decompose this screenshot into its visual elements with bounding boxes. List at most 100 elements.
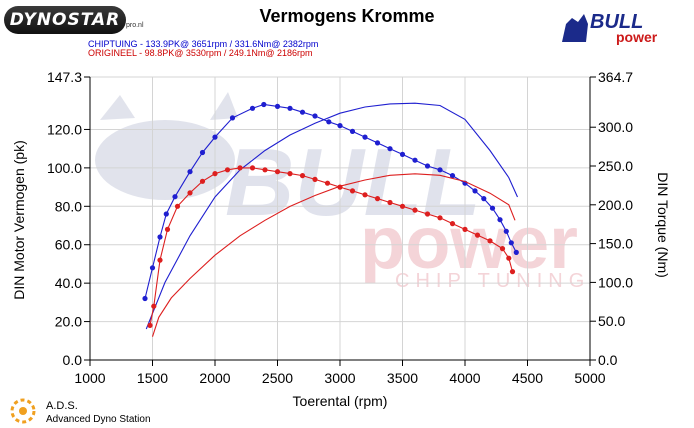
data-point-origineel-power <box>164 226 171 232</box>
x-tick-label: 5000 <box>574 370 605 386</box>
data-point-chiptuing-power <box>449 173 456 179</box>
data-point-origineel-power <box>212 171 218 177</box>
data-point-origineel-power <box>387 199 393 206</box>
data-point-origineel-power <box>349 188 356 194</box>
data-point-chiptuing-power <box>362 134 368 140</box>
y-left-tick-label: 100.0 <box>47 160 82 176</box>
chart-axes: 1000 1500 2000 2500 3000 3500 4000 4500 5000 0.0 2… <box>47 69 633 386</box>
footer-description: Advanced Dyno Station <box>46 414 151 425</box>
data-point-origineel-power <box>187 190 193 196</box>
y-left-tick-label: 0.0 <box>63 352 83 368</box>
data-point-origineel-power <box>499 246 506 252</box>
ads-logo-icon <box>10 398 36 424</box>
data-point-origineel-power <box>324 180 331 186</box>
y-left-tick-label: 80.0 <box>55 198 82 214</box>
chart-title: Vermogens Kromme <box>259 6 435 26</box>
data-point-origineel-power <box>237 165 243 171</box>
data-point-origineel-power <box>509 269 516 275</box>
data-point-origineel-power <box>424 211 431 217</box>
data-point-origineel-power <box>151 303 157 309</box>
data-point-origineel-power <box>249 165 256 171</box>
y-left-tick-label: 147.3 <box>47 69 82 85</box>
x-tick-label: 3500 <box>387 370 418 386</box>
dynostar-logo-domain: pro.nl <box>126 22 144 29</box>
data-point-chiptuing-power <box>199 149 206 156</box>
series-line-origineel-torque <box>151 173 516 337</box>
data-point-origineel-power <box>174 203 181 209</box>
data-point-chiptuing-power <box>142 295 148 302</box>
data-point-chiptuing-power <box>513 249 519 255</box>
data-point-chiptuing-power <box>229 115 236 121</box>
y-right-tick-label: 300.0 <box>598 119 633 135</box>
data-point-chiptuing-power <box>412 157 418 163</box>
data-point-chiptuing-power <box>481 196 487 202</box>
y-right-tick-label: 364.7 <box>598 69 633 85</box>
data-point-chiptuing-power <box>249 105 256 111</box>
data-point-chiptuing-power <box>497 217 503 223</box>
y-axis-right-label: DIN Torque (Nm) <box>655 172 671 278</box>
y-right-tick-label: 200.0 <box>598 197 633 213</box>
data-point-origineel-power <box>199 178 206 184</box>
chiptuning-summary: CHIPTUING - 133.9PK@ 3651rpm / 331.6Nm@ … <box>88 39 319 49</box>
data-point-chiptuing-power <box>299 109 306 115</box>
x-tick-label: 2000 <box>199 370 230 386</box>
data-point-origineel-power <box>224 167 231 173</box>
x-tick-label: 1500 <box>137 370 168 386</box>
data-point-chiptuing-power <box>326 119 332 125</box>
y-right-tick-label: 100.0 <box>598 274 633 290</box>
data-point-origineel-power <box>437 215 443 221</box>
x-tick-label: 4500 <box>512 370 543 386</box>
data-point-chiptuing-power <box>424 163 431 169</box>
data-point-chiptuing-power <box>349 128 356 134</box>
data-point-chiptuing-power <box>503 228 509 234</box>
dynostar-logo: DYNOSTAR <box>4 6 126 34</box>
data-point-origineel-power <box>287 171 293 177</box>
data-point-chiptuing-power <box>163 211 169 217</box>
data-point-chiptuing-power <box>274 103 281 109</box>
y-right-tick-label: 50.0 <box>598 313 625 329</box>
data-point-origineel-power <box>312 176 318 182</box>
x-axis-label: Toerental (rpm) <box>293 393 388 409</box>
data-point-origineel-power <box>147 322 153 328</box>
data-point-origineel-power <box>449 221 456 227</box>
y-right-tick-label: 150.0 <box>598 236 633 252</box>
series-line-chiptuing-power <box>144 103 517 299</box>
data-point-origineel-power <box>487 238 493 244</box>
data-point-chiptuing-power <box>172 194 178 200</box>
watermark-bull-icon <box>95 120 235 200</box>
x-tick-label: 3000 <box>324 370 355 386</box>
data-point-chiptuing-power <box>261 101 267 108</box>
data-point-chiptuing-power <box>187 169 193 175</box>
data-point-chiptuing-power <box>212 134 218 140</box>
bullpower-logo-text-bottom: power <box>616 29 658 45</box>
data-point-origineel-power <box>274 169 281 175</box>
y-left-tick-label: 40.0 <box>55 275 82 291</box>
y-left-tick-label: 20.0 <box>55 314 82 330</box>
bull-figure-icon <box>562 14 588 42</box>
data-point-origineel-power <box>506 255 512 261</box>
data-point-origineel-power <box>299 173 306 179</box>
data-point-origineel-power <box>362 192 368 198</box>
data-point-origineel-power <box>262 167 268 173</box>
x-tick-label: 2500 <box>262 370 293 386</box>
x-tick-label: 4000 <box>449 370 480 386</box>
origineel-summary: ORIGINEEL - 98.8PK@ 3530rpm / 249.1Nm@ 2… <box>88 48 313 58</box>
data-point-chiptuing-power <box>437 167 443 173</box>
y-axis-left-label: DIN Motor Vermogen (pk) <box>11 140 27 300</box>
data-point-origineel-power <box>374 196 381 202</box>
data-point-chiptuing-power <box>157 234 163 240</box>
data-point-chiptuing-power <box>399 151 406 157</box>
data-point-origineel-power <box>474 232 481 238</box>
y-right-tick-label: 0.0 <box>598 352 618 368</box>
bullpower-logo: BULL power <box>556 4 660 48</box>
data-point-chiptuing-power <box>337 123 343 129</box>
data-point-chiptuing-power <box>149 265 156 271</box>
watermark-text-bottom: power <box>360 201 578 284</box>
data-point-chiptuing-power <box>312 113 318 119</box>
data-point-chiptuing-power <box>489 205 496 211</box>
y-left-tick-label: 120.0 <box>47 121 82 137</box>
y-right-tick-label: 250.0 <box>598 158 633 174</box>
x-tick-label: 1000 <box>74 370 105 386</box>
